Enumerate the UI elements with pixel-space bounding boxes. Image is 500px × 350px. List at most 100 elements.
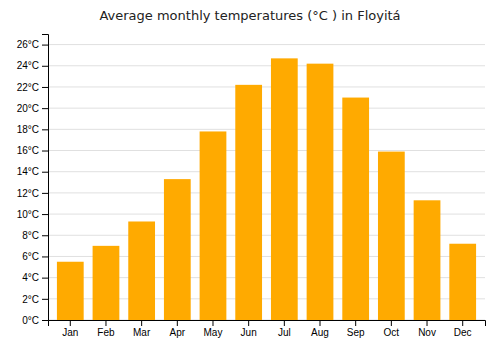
x-tick-mark <box>212 320 213 326</box>
y-tick: 0°C <box>22 315 48 326</box>
y-tick: 14°C <box>17 166 48 177</box>
bar <box>449 244 476 320</box>
bar <box>342 98 369 320</box>
x-tick-mark <box>320 320 321 326</box>
plot: Jan Feb Mar Apr May Jun Jul Aug Sep Oct Nov Dec 0°C 2… <box>17 35 486 339</box>
y-tick-mark <box>42 320 48 321</box>
x-tick-label: Dec <box>454 327 472 338</box>
bars <box>57 58 476 320</box>
y-tick-label: 4°C <box>22 272 39 283</box>
bar <box>57 262 84 320</box>
bar <box>128 221 155 320</box>
y-tick: 8°C <box>22 230 48 241</box>
x-tick-mark <box>70 320 71 326</box>
bar <box>93 246 120 320</box>
chart: Average monthly temperatures (°C ) in Fl… <box>0 0 500 350</box>
bar <box>164 179 191 320</box>
x-tick-label: Aug <box>311 327 329 338</box>
x-tick-mark <box>105 320 106 326</box>
x-tick-mark <box>391 320 392 326</box>
x-tick: Apr <box>170 320 186 338</box>
x-tick-label: Nov <box>418 327 436 338</box>
y-tick-mark <box>42 214 48 215</box>
y-tick: 10°C <box>17 209 48 220</box>
x-tick: Jul <box>278 320 291 338</box>
x-axis: Jan Feb Mar Apr May Jun Jul Aug Sep Oct Nov Dec <box>49 320 486 338</box>
x-tick-mark <box>427 320 428 326</box>
y-tick-mark <box>42 151 48 152</box>
y-tick: 20°C <box>17 103 48 114</box>
y-tick: 12°C <box>17 188 48 199</box>
y-tick-mark <box>42 66 48 67</box>
y-tick-mark <box>42 45 48 46</box>
x-tick: Dec <box>454 320 472 338</box>
y-tick: 4°C <box>22 272 48 283</box>
grid-line <box>48 150 485 151</box>
x-tick: Feb <box>97 320 115 338</box>
y-tick-label: 26°C <box>17 39 39 50</box>
x-tick: Jan <box>62 320 78 338</box>
x-tick-label: Mar <box>133 327 151 338</box>
grid <box>48 45 485 320</box>
x-tick: May <box>204 320 223 338</box>
title: Average monthly temperatures (°C ) in Fl… <box>99 8 400 23</box>
y-tick-mark <box>42 87 48 88</box>
y-tick-mark <box>42 278 48 279</box>
y-tick-label: 14°C <box>17 166 39 177</box>
bar <box>307 64 334 320</box>
bar <box>271 58 298 320</box>
y-tick-label: 24°C <box>17 60 39 71</box>
x-tick-label: Feb <box>97 327 115 338</box>
y-tick-mark <box>42 299 48 300</box>
y-tick-label: 22°C <box>17 82 39 93</box>
x-tick-mark <box>284 320 285 326</box>
grid-line <box>48 171 485 172</box>
x-axis-line <box>49 321 486 327</box>
bar <box>200 131 227 320</box>
y-tick-mark <box>42 172 48 173</box>
x-tick: Sep <box>347 320 365 338</box>
y-tick: 26°C <box>17 39 48 50</box>
bar <box>414 200 441 320</box>
x-tick-label: Sep <box>347 327 365 338</box>
x-tick: Jun <box>241 320 257 338</box>
x-tick-label: Oct <box>384 327 400 338</box>
y-tick-label: 20°C <box>17 103 39 114</box>
grid-line <box>48 108 485 109</box>
x-tick-mark <box>177 320 178 326</box>
y-axis: 0°C2°C4°C6°C8°C10°C12°C14°C16°C18°C20°C2… <box>17 35 49 326</box>
bar <box>235 85 262 320</box>
y-tick: 16°C <box>17 145 48 156</box>
y-tick: 22°C <box>17 82 48 93</box>
y-tick-label: 2°C <box>22 294 39 305</box>
y-tick-label: 16°C <box>17 145 39 156</box>
y-tick-mark <box>42 108 48 109</box>
x-tick-mark <box>462 320 463 326</box>
x-tick-label: Apr <box>170 327 186 338</box>
bar <box>378 152 405 320</box>
x-tick: Mar <box>133 320 151 338</box>
x-tick-mark <box>141 320 142 326</box>
y-tick-mark <box>42 193 48 194</box>
x-tick-label: Jul <box>278 327 291 338</box>
y-tick-label: 0°C <box>22 315 39 326</box>
y-tick-label: 12°C <box>17 188 39 199</box>
x-tick: Oct <box>384 320 400 338</box>
grid-line <box>48 86 485 87</box>
y-tick-mark <box>42 235 48 236</box>
grid-line <box>48 65 485 66</box>
x-tick: Nov <box>418 320 436 338</box>
x-tick-mark <box>355 320 356 326</box>
y-tick: 24°C <box>17 60 48 71</box>
x-tick-label: Jun <box>241 327 257 338</box>
grid-line <box>48 129 485 130</box>
y-tick: 2°C <box>22 294 48 305</box>
x-tick-mark <box>248 320 249 326</box>
y-tick-mark <box>42 129 48 130</box>
y-tick-mark <box>42 256 48 257</box>
grid-line <box>48 192 485 193</box>
x-tick-label: Jan <box>62 327 78 338</box>
y-tick-label: 10°C <box>17 209 39 220</box>
x-tick-label: May <box>204 327 223 338</box>
y-tick: 18°C <box>17 124 48 135</box>
